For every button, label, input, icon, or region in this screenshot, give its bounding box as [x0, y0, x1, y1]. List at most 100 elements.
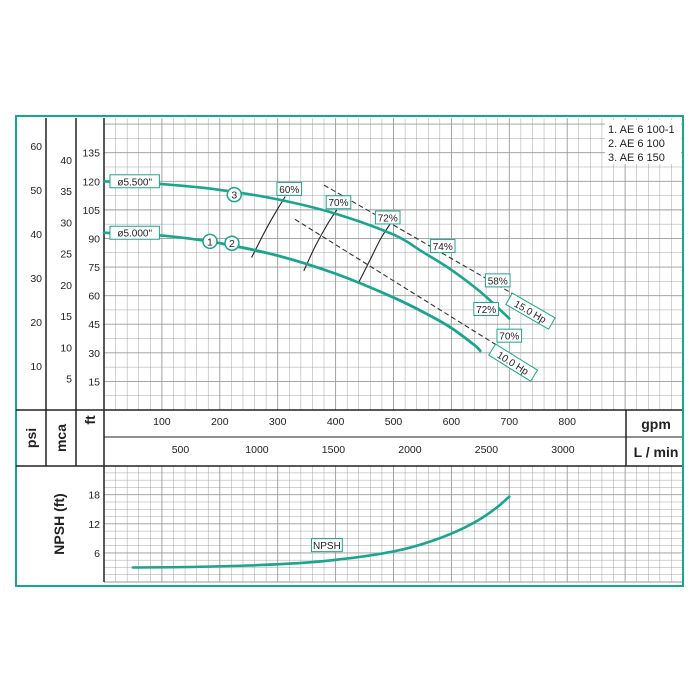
series-marker-1: 1	[202, 233, 218, 250]
tick-label-gpm: 100	[153, 416, 171, 428]
series-marker-text: 2	[229, 238, 235, 250]
impeller-label-0-box	[109, 174, 160, 189]
efficiency-label-3-box	[429, 239, 456, 254]
tick-label-lmin: 1500	[322, 444, 346, 456]
tick-label-psi: 10	[30, 361, 42, 373]
curves	[102, 180, 533, 569]
tick-label-gpm: 700	[501, 416, 519, 428]
tick-label-lmin: 2500	[475, 444, 499, 456]
efficiency-label-4-box	[484, 273, 511, 288]
tick-label-mca: 15	[60, 311, 72, 323]
series-marker-text: 3	[231, 190, 237, 202]
tick-label-ft: 30	[88, 348, 100, 360]
tick-label-lmin: 3000	[551, 444, 575, 456]
tick-label-ft: 120	[82, 176, 100, 188]
tick-label-mca: 35	[60, 186, 72, 198]
tick-label-psi: 60	[30, 141, 42, 153]
tick-label-mca: 40	[60, 155, 72, 167]
efficiency-curve-1	[303, 209, 338, 272]
tick-label-ft: 90	[88, 233, 100, 245]
tick-label-mca: 30	[60, 217, 72, 229]
impeller-label-0-text: ø5.500"	[117, 177, 152, 188]
tick-label-psi: 40	[30, 229, 42, 241]
tick-label-npsh: 12	[88, 519, 100, 531]
tick-label-ft: 75	[88, 262, 100, 274]
lmin-axis-label: L / min	[634, 444, 679, 460]
npsh-curve-label-box	[311, 538, 343, 553]
psi-axis-label: psi	[23, 428, 39, 448]
efficiency-label-6: 70%	[496, 328, 523, 343]
npsh-curve	[131, 495, 511, 569]
efficiency-label-1-box	[325, 195, 352, 210]
tick-label-gpm: 200	[211, 416, 229, 428]
series-marker-circle	[202, 233, 218, 250]
efficiency-label-4: 58%	[484, 273, 511, 288]
efficiency-label-0: 60%	[276, 181, 303, 196]
efficiency-curve-0	[251, 196, 286, 258]
impeller-label-1-text: ø5.000"	[117, 229, 152, 240]
tick-label-lmin: 2000	[398, 444, 422, 456]
power-label-1-box	[488, 343, 539, 382]
tick-label-gpm: 600	[443, 416, 461, 428]
tick-label-lmin: 1000	[245, 444, 269, 456]
efficiency-label-5-box	[473, 301, 499, 316]
tick-label-npsh: 18	[88, 490, 100, 502]
series-marker-3: 3	[226, 186, 243, 203]
series-marker-circle	[226, 186, 243, 203]
efficiency-label-3: 74%	[429, 239, 456, 254]
tick-label-gpm: 300	[269, 416, 287, 428]
tick-labels: 1530456075901051201355101520253035401020…	[30, 141, 576, 560]
npsh-axis-label: NPSH (ft)	[51, 493, 67, 554]
efficiency-label-6-text: 70%	[499, 332, 519, 343]
tick-label-npsh: 6	[94, 548, 100, 560]
head-curve-2	[218, 241, 482, 353]
tick-label-psi: 30	[30, 273, 42, 285]
efficiency-label-1-text: 70%	[328, 198, 348, 209]
tick-label-ft: 45	[88, 319, 100, 331]
curve-labels: ø5.500"ø5.000"60%70%72%74%58%72%70%15.0 …	[109, 174, 556, 553]
efficiency-label-1: 70%	[325, 195, 352, 210]
efficiency-curve-2	[358, 222, 392, 283]
legend-item-3: 3. AE 6 150	[608, 152, 665, 164]
efficiency-label-5: 72%	[473, 301, 499, 316]
legend-item-2: 2. AE 6 100	[608, 138, 665, 150]
tick-label-psi: 20	[30, 317, 42, 329]
efficiency-label-2: 72%	[374, 210, 401, 225]
efficiency-label-5-text: 72%	[476, 305, 496, 316]
impeller-label-1: ø5.000"	[109, 225, 160, 240]
head-curve-3	[102, 180, 511, 320]
efficiency-label-0-box	[276, 181, 303, 196]
tick-label-lmin: 500	[172, 444, 190, 456]
impeller-label-1-box	[109, 225, 160, 240]
legend-box	[605, 120, 681, 164]
npsh-curve-label: NPSH	[311, 538, 343, 553]
head-plot-area	[104, 118, 682, 410]
power-line-1	[294, 218, 516, 358]
ft-axis-label: ft	[82, 415, 98, 425]
tick-label-mca: 20	[60, 280, 72, 292]
impeller-label-0: ø5.500"	[109, 174, 160, 189]
tick-label-psi: 50	[30, 185, 42, 197]
tick-label-ft: 15	[88, 376, 100, 388]
legend-item-1: 1. AE 6 100-1	[608, 124, 675, 136]
tick-label-ft: 60	[88, 291, 100, 303]
npsh-curve-label-text: NPSH	[313, 541, 341, 552]
efficiency-label-2-text: 72%	[378, 213, 398, 224]
tick-label-mca: 10	[60, 342, 72, 354]
tick-label-mca: 25	[60, 249, 72, 261]
series-marker-text: 1	[207, 236, 213, 248]
power-label-0-box	[505, 292, 556, 330]
efficiency-label-4-text: 58%	[488, 276, 508, 287]
tick-label-mca: 5	[66, 374, 72, 386]
gpm-axis-label: gpm	[641, 416, 671, 432]
tick-label-ft: 135	[82, 148, 100, 160]
tick-label-ft: 105	[82, 205, 100, 217]
npsh-grid	[103, 466, 682, 583]
mca-axis-label: mca	[53, 424, 69, 452]
efficiency-label-0-text: 60%	[279, 185, 299, 196]
tick-label-gpm: 800	[558, 416, 576, 428]
efficiency-label-3-text: 74%	[433, 242, 453, 253]
series-marker-circle	[224, 235, 240, 251]
efficiency-label-6-box	[496, 328, 523, 343]
